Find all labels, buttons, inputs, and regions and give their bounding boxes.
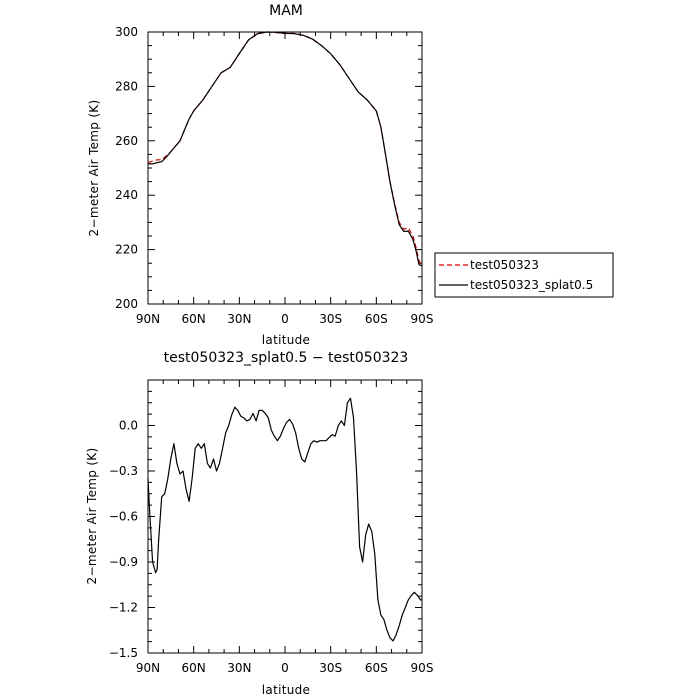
top-x-tick-label: 30N	[227, 312, 251, 326]
top-series-line-0	[147, 31, 423, 267]
bottom-y-axis-label: 2−meter Air Temp (K)	[85, 448, 99, 585]
bottom-y-tick-label: −0.3	[109, 464, 138, 478]
bottom-x-tick-label: 60N	[182, 661, 206, 675]
bottom-y-tick-label: 0.0	[119, 419, 138, 433]
bottom-x-tick-label: 90N	[136, 661, 160, 675]
top-y-tick-label: 280	[115, 79, 138, 93]
bottom-y-tick-label: −1.2	[109, 601, 138, 615]
bottom-x-tick-label: 30N	[227, 661, 251, 675]
legend-box	[434, 252, 614, 298]
bottom-x-tick-label: 60S	[365, 661, 388, 675]
bottom-y-tick-label: −0.6	[109, 510, 138, 524]
bottom-chart-title: test050323_splat0.5 − test050323	[164, 350, 409, 366]
legend: test050323 test050323_splat0.5	[434, 252, 614, 298]
top-y-tick-label: 220	[115, 243, 138, 257]
top-series-line-1	[148, 31, 423, 267]
top-y-tick-label: 260	[115, 134, 138, 148]
bottom-series-line-0	[147, 397, 422, 642]
bottom-y-tick-label: −0.9	[109, 555, 138, 569]
top-x-tick-label: 90S	[411, 312, 434, 326]
top-y-axis-label: 2−meter Air Temp (K)	[87, 100, 101, 237]
top-x-tick-label: 30S	[319, 312, 342, 326]
top-y-tick-label: 300	[115, 25, 138, 39]
top-x-axis-label: latitude	[262, 333, 310, 347]
bottom-x-tick-label: 0	[281, 661, 289, 675]
top-x-tick-label: 90N	[136, 312, 160, 326]
top-y-tick-label: 200	[115, 297, 138, 311]
top-chart-panel: MAM 90N 60N 30N 0 30S 60S 90S 200 220 240 260 280 30…	[87, 3, 433, 347]
top-x-tick-label: 0	[281, 312, 289, 326]
legend-label-test050323: test050323	[470, 258, 539, 272]
bottom-x-tick-label: 30S	[319, 661, 342, 675]
top-chart-title: MAM	[269, 3, 303, 19]
bottom-chart-panel: test050323_splat0.5 − test050323 90N 60N 3…	[85, 350, 433, 697]
top-x-tick-label: 60S	[365, 312, 388, 326]
bottom-y-tick-label: −1.5	[109, 646, 138, 660]
top-y-tick-label: 240	[115, 188, 138, 202]
bottom-x-tick-label: 90S	[411, 661, 434, 675]
top-x-tick-label: 60N	[182, 312, 206, 326]
legend-label-test050323-splat05: test050323_splat0.5	[470, 278, 593, 292]
top-plot-frame	[147, 31, 423, 305]
bottom-x-axis-label: latitude	[262, 683, 310, 697]
